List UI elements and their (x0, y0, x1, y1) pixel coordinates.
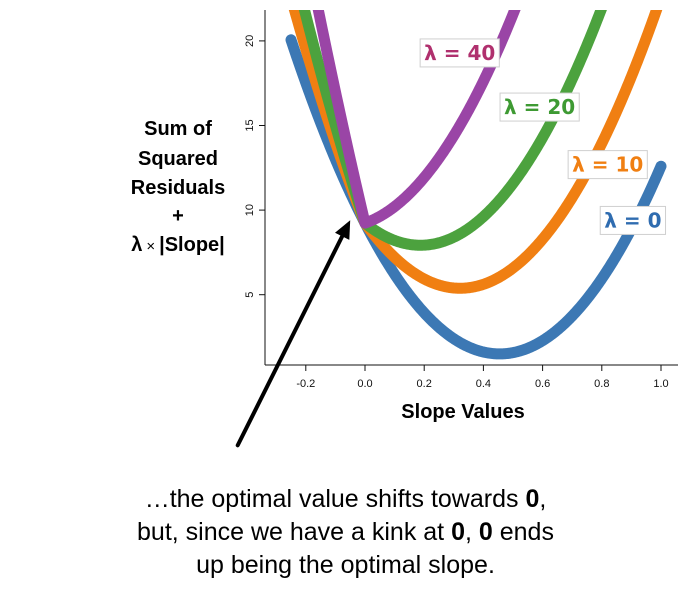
y-tick-label: 10 (244, 204, 256, 216)
caption-text: but, since we have a kink at (137, 518, 452, 546)
y-label-line-2: Squared (138, 148, 218, 170)
x-tick-label: 0.8 (594, 378, 609, 390)
y-label-line-3: Residuals (131, 177, 225, 199)
lambda-label: λ = 10 (567, 150, 648, 180)
x-tick-label: 1.0 (653, 378, 668, 390)
lambda-label-text: λ = 10 (572, 153, 643, 177)
y-label-line-5: λ × |Slope| (131, 234, 225, 256)
x-axis-label: Slope Values (401, 401, 524, 423)
y-label-line-4: + (172, 205, 184, 227)
caption-bold-zero: 0 (478, 518, 493, 546)
caption-text: , (464, 518, 479, 546)
lambda-label-box (499, 92, 580, 122)
lambda-label: λ = 0 (599, 205, 667, 235)
x-tick-label: -0.2 (296, 378, 315, 390)
y-axis-label: Sum of Squared Residuals + λ × |Slope| (131, 118, 225, 256)
caption-bold-zero: 0 (525, 485, 540, 513)
lambda-label-text: λ = 40 (424, 41, 495, 65)
caption-bold-zero: 0 (451, 518, 465, 546)
y-tick-label: 15 (244, 119, 256, 131)
lasso-chart: Sum of Squared Residuals + λ × |Slope| 5 10… (131, 10, 678, 448)
series-line-lambda-40 (312, 10, 521, 229)
y-label-times: × (146, 238, 155, 255)
lambda-label-text: λ = 20 (504, 95, 575, 119)
caption-text: …the optimal value shifts towards (144, 485, 526, 513)
arrow-head (334, 220, 351, 240)
caption: …the optimal value shifts towards 0, but… (0, 483, 691, 582)
y-tick-label: 20 (244, 35, 256, 47)
y-label-lambda: λ (131, 234, 142, 256)
caption-text: ends (492, 518, 554, 546)
lambda-label-box (567, 150, 648, 180)
lambda-label-text: λ = 0 (604, 208, 661, 232)
y-label-line-1: Sum of (144, 118, 212, 140)
lambda-label-box (419, 38, 500, 68)
x-tick-label: 0.4 (476, 378, 491, 390)
lambda-label-box (599, 205, 667, 235)
caption-text: , (539, 485, 547, 513)
y-tick-label: 5 (244, 292, 256, 298)
x-tick-label: 0.2 (417, 378, 432, 390)
lambda-labels: λ = 40 λ = 20 λ = 10 λ = 0 (419, 38, 667, 235)
x-tick-label: 0.0 (357, 378, 372, 390)
lambda-label: λ = 40 (419, 38, 500, 68)
arrow-shaft (235, 234, 345, 448)
caption-line-2: but, since we have a kink at 0, 0 ends (0, 516, 691, 549)
lambda-label: λ = 20 (499, 92, 580, 122)
caption-line-1: …the optimal value shifts towards 0, (0, 483, 691, 516)
curves (285, 10, 667, 360)
x-ticks: -0.2 0.0 0.2 0.4 0.6 0.8 1.0 (296, 365, 669, 390)
arrow-annotation (235, 220, 351, 448)
x-tick-label: 0.6 (535, 378, 550, 390)
caption-line-3: up being the optimal slope. (196, 551, 495, 579)
y-label-abs-slope: |Slope| (159, 234, 225, 256)
y-ticks: 5 10 15 20 (244, 35, 265, 298)
